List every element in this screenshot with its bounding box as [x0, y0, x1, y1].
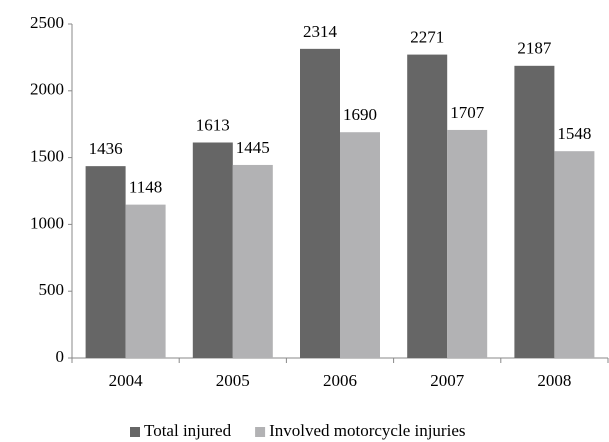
bar: [340, 132, 380, 358]
y-tick-label: 500: [39, 280, 65, 299]
bar: [192, 142, 233, 358]
legend-label: Total injured: [144, 421, 232, 440]
x-tick-label: 2005: [216, 371, 250, 390]
y-tick-label: 1000: [30, 213, 64, 232]
x-tick-label: 2006: [323, 371, 357, 390]
data-label: 1148: [129, 178, 162, 197]
x-tick-label: 2007: [430, 371, 465, 390]
data-label: 1436: [89, 139, 123, 158]
y-tick-label: 2000: [30, 80, 64, 99]
data-label: 2271: [410, 28, 444, 47]
legend-swatch: [130, 427, 140, 437]
data-label: 1548: [557, 124, 591, 143]
data-label: 1707: [450, 103, 485, 122]
legend-label: Involved motorcycle injuries: [269, 421, 465, 440]
y-tick-label: 2500: [30, 13, 64, 32]
bar: [125, 204, 166, 358]
bar: [232, 164, 273, 358]
y-tick-label: 1500: [30, 147, 64, 166]
data-label: 1690: [343, 105, 377, 124]
bar: [554, 151, 595, 358]
x-tick-label: 2008: [537, 371, 571, 390]
x-tick-label: 2004: [109, 371, 144, 390]
bar: [300, 48, 340, 358]
bar: [85, 166, 126, 358]
bar: [447, 129, 488, 358]
y-tick-label: 0: [56, 347, 65, 366]
data-label: 1445: [236, 138, 270, 157]
bar: [407, 54, 448, 359]
data-label: 2187: [517, 39, 552, 58]
data-label: 2314: [303, 22, 338, 41]
legend-swatch: [255, 427, 266, 437]
bar: [514, 65, 555, 358]
data-label: 1613: [196, 115, 230, 134]
